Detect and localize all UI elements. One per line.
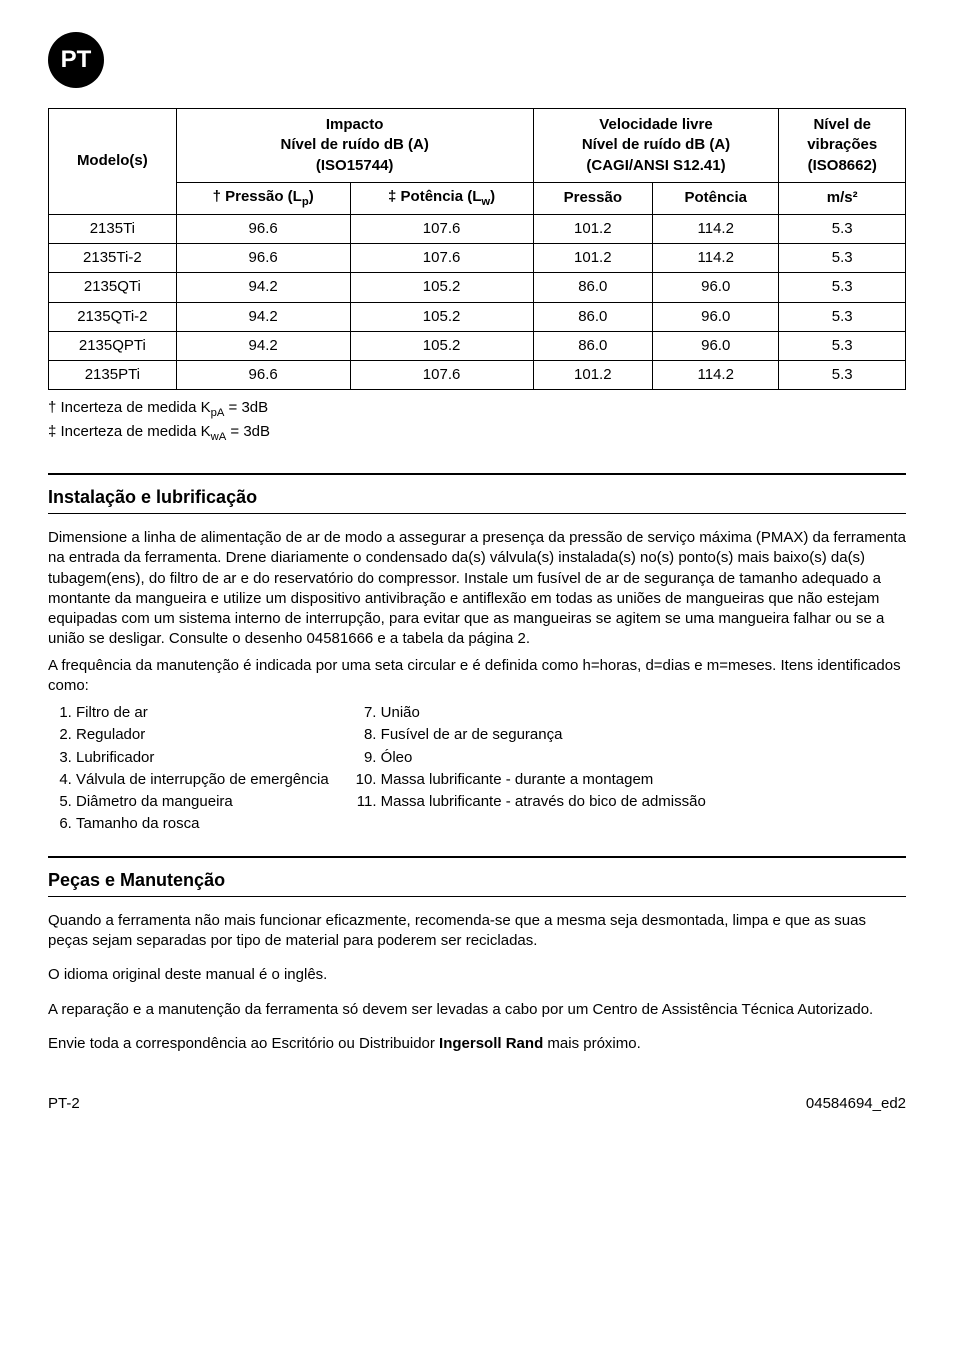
th-ms2: m/s² (779, 182, 906, 214)
section2-p1: Quando a ferramenta não mais funcionar e… (48, 911, 906, 952)
p4-post: mais próximo. (543, 1035, 641, 1052)
section1-para1: Dimensione a linha de alimentação de ar … (48, 528, 906, 650)
table-cell: 101.2 (533, 361, 652, 390)
table-cell: 105.2 (350, 302, 533, 331)
section2-p4: Envie toda a correspondência ao Escritór… (48, 1034, 906, 1054)
section1-title: Instalação e lubrificação (48, 485, 906, 509)
section1-para2: A frequência da manutenção é indicada po… (48, 656, 906, 697)
spec-table: Modelo(s) ImpactoNível de ruído dB (A)(I… (48, 108, 906, 390)
list-item: Tamanho da rosca (76, 813, 329, 835)
table-cell: 5.3 (779, 361, 906, 390)
table-cell: 94.2 (176, 273, 350, 302)
table-row: 2135QTi94.2105.286.096.05.3 (49, 273, 906, 302)
table-cell: 86.0 (533, 331, 652, 360)
th-model: Modelo(s) (49, 109, 177, 215)
table-row: 2135Ti96.6107.6101.2114.25.3 (49, 214, 906, 243)
table-cell: 2135Ti (49, 214, 177, 243)
list-item: Fusível de ar de segurança (381, 724, 706, 746)
table-cell: 5.3 (779, 331, 906, 360)
section2-p3: A reparação e a manutenção da ferramenta… (48, 1000, 906, 1020)
table-cell: 105.2 (350, 331, 533, 360)
table-cell: 96.6 (176, 214, 350, 243)
item-lists: Filtro de arReguladorLubrificadorVálvula… (48, 702, 906, 836)
table-cell: 105.2 (350, 273, 533, 302)
table-cell: 96.6 (176, 361, 350, 390)
table-cell: 96.0 (653, 302, 779, 331)
table-cell: 107.6 (350, 361, 533, 390)
table-cell: 101.2 (533, 244, 652, 273)
table-cell: 114.2 (653, 214, 779, 243)
table-cell: 5.3 (779, 273, 906, 302)
table-cell: 114.2 (653, 361, 779, 390)
table-cell: 94.2 (176, 302, 350, 331)
table-note-1: † Incerteza de medida KpA = 3dB (48, 398, 906, 421)
footer-right: 04584694_ed2 (806, 1094, 906, 1114)
table-cell: 2135QPTi (49, 331, 177, 360)
table-cell: 96.0 (653, 331, 779, 360)
table-cell: 86.0 (533, 273, 652, 302)
list-item: Lubrificador (76, 747, 329, 769)
list-item: Diâmetro da mangueira (76, 791, 329, 813)
table-cell: 5.3 (779, 214, 906, 243)
table-cell: 101.2 (533, 214, 652, 243)
th-pressao-lp: † Pressão (Lp) (176, 182, 350, 214)
table-cell: 2135Ti-2 (49, 244, 177, 273)
table-note-2: ‡ Incerteza de medida KwA = 3dB (48, 422, 906, 445)
table-cell: 2135QTi (49, 273, 177, 302)
table-cell: 114.2 (653, 244, 779, 273)
list-item: Massa lubrificante - através do bico de … (381, 791, 706, 813)
footer-left: PT-2 (48, 1094, 80, 1114)
table-row: 2135QTi-294.2105.286.096.05.3 (49, 302, 906, 331)
section2-title: Peças e Manutenção (48, 868, 906, 892)
section2-p2: O idioma original deste manual é o inglê… (48, 965, 906, 985)
list-item: Óleo (381, 747, 706, 769)
table-cell: 2135PTi (49, 361, 177, 390)
th-impacto: ImpactoNível de ruído dB (A)(ISO15744) (176, 109, 533, 183)
list-item: União (381, 702, 706, 724)
table-cell: 86.0 (533, 302, 652, 331)
table-cell: 96.6 (176, 244, 350, 273)
table-cell: 96.0 (653, 273, 779, 302)
table-cell: 5.3 (779, 302, 906, 331)
table-cell: 2135QTi-2 (49, 302, 177, 331)
table-cell: 94.2 (176, 331, 350, 360)
table-cell: 107.6 (350, 214, 533, 243)
p4-pre: Envie toda a correspondência ao Escritór… (48, 1035, 439, 1052)
th-nivel: Nível devibrações(ISO8662) (779, 109, 906, 183)
list-item: Válvula de interrupção de emergência (76, 769, 329, 791)
th-potencia: Potência (653, 182, 779, 214)
list-item: Regulador (76, 724, 329, 746)
table-cell: 5.3 (779, 244, 906, 273)
list-item: Filtro de ar (76, 702, 329, 724)
table-cell: 107.6 (350, 244, 533, 273)
table-row: 2135PTi96.6107.6101.2114.25.3 (49, 361, 906, 390)
table-row: 2135Ti-296.6107.6101.2114.25.3 (49, 244, 906, 273)
table-row: 2135QPTi94.2105.286.096.05.3 (49, 331, 906, 360)
th-pressao: Pressão (533, 182, 652, 214)
p4-bold: Ingersoll Rand (439, 1035, 543, 1052)
list-item: Massa lubrificante - durante a montagem (381, 769, 706, 791)
language-badge: PT (48, 32, 104, 88)
th-velocidade: Velocidade livreNível de ruído dB (A)(CA… (533, 109, 779, 183)
th-potencia-lw: ‡ Potência (Lw) (350, 182, 533, 214)
